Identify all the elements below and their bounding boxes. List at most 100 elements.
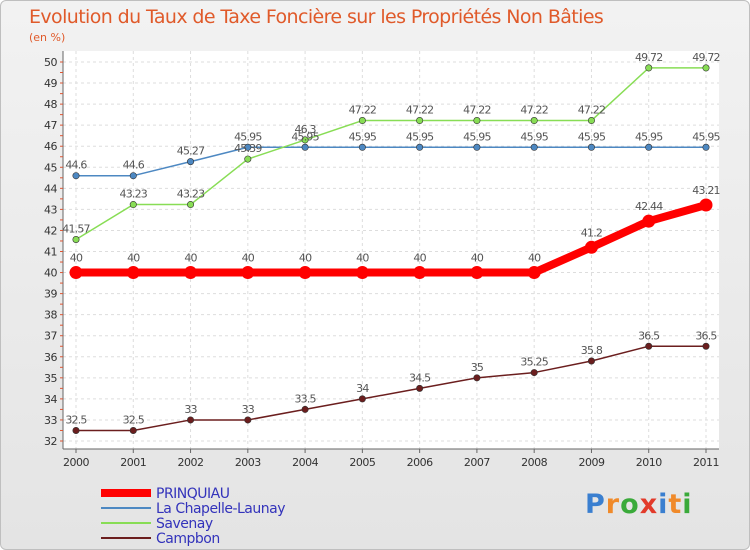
y-tick-label: 49 — [44, 77, 57, 90]
data-point — [416, 117, 424, 125]
data-point — [72, 172, 80, 180]
y-tick-label: 32 — [44, 435, 57, 448]
data-label: 36.5 — [695, 329, 717, 342]
x-tick-label: 2011 — [693, 456, 719, 469]
data-point — [587, 357, 595, 365]
data-label: 40 — [299, 252, 312, 265]
data-point — [530, 143, 538, 151]
data-point — [184, 266, 198, 280]
data-label: 44.6 — [65, 159, 87, 172]
data-point — [470, 266, 484, 280]
data-label: 47.22 — [578, 104, 606, 117]
data-point — [642, 214, 656, 228]
data-point — [241, 266, 255, 280]
data-point — [416, 384, 424, 392]
data-label: 32.5 — [123, 413, 145, 426]
data-label: 41.57 — [62, 222, 90, 235]
x-tick-label: 2004 — [292, 456, 318, 469]
data-label: 47.22 — [349, 104, 377, 117]
data-label: 43.23 — [177, 188, 205, 201]
data-label: 45.95 — [635, 130, 663, 143]
data-label: 33.5 — [294, 392, 316, 405]
x-tick-label: 2000 — [63, 456, 89, 469]
logo-letter: i — [682, 489, 693, 520]
logo-letter: o — [620, 489, 640, 520]
logo-letter: P — [585, 489, 606, 520]
data-point — [473, 374, 481, 382]
data-label: 49.72 — [692, 51, 720, 64]
x-tick-label: 2006 — [407, 456, 433, 469]
logo-letter: t — [668, 489, 683, 520]
data-point — [129, 201, 137, 209]
y-tick-label: 45 — [44, 161, 57, 174]
y-tick-label: 33 — [44, 414, 57, 427]
data-point — [187, 416, 195, 424]
x-tick-label: 2009 — [578, 456, 604, 469]
data-label: 43.23 — [120, 188, 148, 201]
data-label: 32.5 — [65, 413, 87, 426]
data-point — [587, 117, 595, 125]
y-tick-label: 40 — [44, 267, 57, 280]
plot-area — [63, 51, 719, 449]
data-point — [527, 266, 541, 280]
legend-label: La Chapelle-Launay — [156, 501, 285, 517]
y-tick-label: 48 — [44, 98, 57, 111]
data-label: 41.2 — [581, 226, 602, 239]
y-tick-label: 44 — [44, 182, 57, 195]
x-tick-label: 2005 — [349, 456, 375, 469]
data-point — [358, 395, 366, 403]
data-point — [301, 405, 309, 413]
y-tick-label: 43 — [44, 203, 57, 216]
y-tick-label: 46 — [44, 140, 57, 153]
data-label: 45.27 — [177, 145, 205, 158]
x-tick-label: 2002 — [178, 456, 204, 469]
data-point — [702, 143, 710, 151]
data-point — [244, 143, 252, 151]
x-tick-label: 2010 — [636, 456, 662, 469]
data-label: 40 — [356, 252, 369, 265]
chart-title: Evolution du Taux de Taxe Foncière sur l… — [29, 6, 604, 28]
data-label: 47.22 — [463, 104, 491, 117]
logo-letter: r — [605, 489, 621, 520]
data-label: 45.95 — [692, 130, 720, 143]
data-point — [358, 117, 366, 125]
data-label: 45.95 — [291, 130, 319, 143]
data-label: 43.21 — [692, 184, 720, 197]
data-label: 40 — [127, 252, 140, 265]
y-tick-label: 35 — [44, 372, 57, 385]
y-tick-label: 41 — [44, 246, 57, 259]
y-tick-label: 37 — [44, 330, 57, 343]
data-point — [187, 158, 195, 166]
series-line-savenay — [75, 67, 707, 241]
data-point — [298, 266, 312, 280]
data-point — [355, 266, 369, 280]
data-label: 44.6 — [123, 159, 145, 172]
x-tick-label: 2007 — [464, 456, 490, 469]
series-line-prinquiau — [72, 200, 710, 277]
data-point — [358, 143, 366, 151]
data-label: 40 — [70, 252, 83, 265]
data-label: 34.5 — [409, 371, 431, 384]
data-label: 40 — [528, 252, 541, 265]
data-point — [587, 143, 595, 151]
data-point — [584, 240, 598, 254]
data-label: 45.39 — [234, 142, 262, 155]
data-point — [702, 342, 710, 350]
y-tick-label: 50 — [44, 56, 57, 69]
data-point — [301, 143, 309, 151]
y-tick-label: 34 — [44, 393, 57, 406]
data-point — [187, 201, 195, 209]
y-tick-label: 36 — [44, 351, 57, 364]
data-point — [69, 266, 83, 280]
data-point — [473, 143, 481, 151]
x-tick-label: 2003 — [235, 456, 261, 469]
data-point — [129, 426, 137, 434]
legend-label: Campbon — [156, 531, 220, 547]
series-line-la-chapelle-launay — [75, 146, 707, 177]
data-point — [413, 266, 427, 280]
data-point — [72, 235, 80, 243]
data-label: 47.22 — [406, 104, 434, 117]
data-label: 40 — [471, 252, 484, 265]
data-point — [244, 416, 252, 424]
